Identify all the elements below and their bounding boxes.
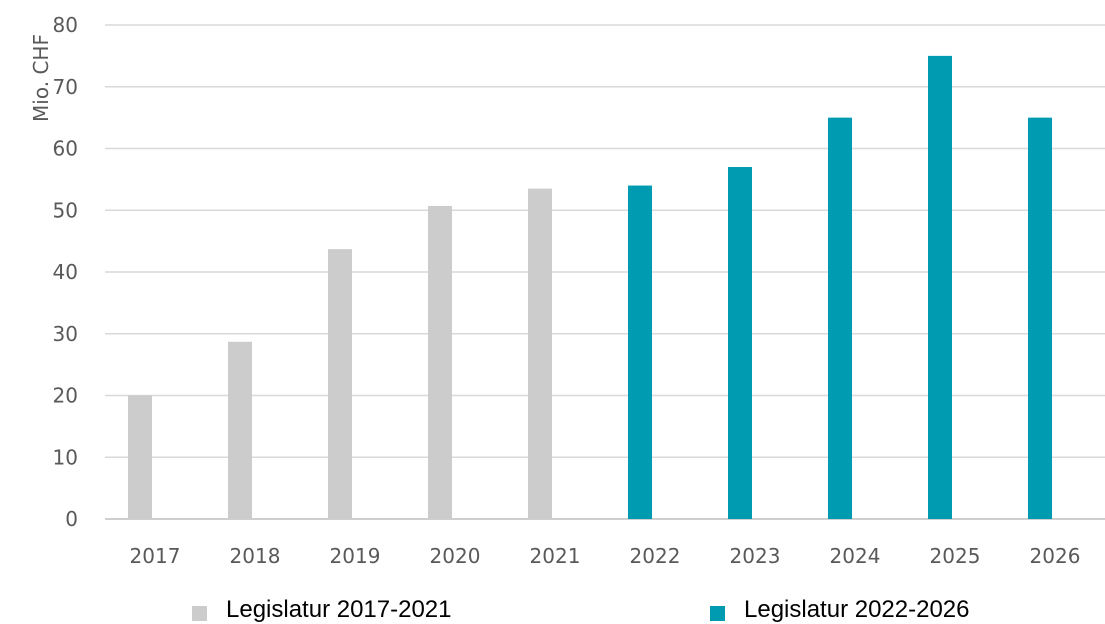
- x-axis-ticks: 2017 2018 2019 2020 2021 2022 2023 2024 2025 2026: [130, 544, 1081, 568]
- legend-label-1: Legislatur 2017-2021: [226, 596, 452, 623]
- bar-2017: [128, 395, 152, 519]
- bar-2025: [928, 55, 952, 519]
- legend-swatch-1: [192, 605, 207, 621]
- x-tick-label: 2022: [630, 544, 681, 568]
- gridlines: [105, 24, 1105, 520]
- x-tick-label: 2025: [930, 544, 981, 568]
- bar-2020: [428, 205, 452, 520]
- legend-item-2: Legislatur 2022-2026: [710, 596, 970, 624]
- x-tick-label: 2021: [530, 544, 581, 568]
- y-tick-label: 70: [53, 75, 78, 99]
- bar-2022: [628, 185, 652, 520]
- x-tick-label: 2019: [330, 544, 381, 568]
- y-tick-label: 20: [53, 384, 78, 408]
- y-tick-label: 30: [53, 322, 78, 346]
- bar-2024: [828, 117, 852, 519]
- x-tick-label: 2026: [1030, 544, 1081, 568]
- bar-2018: [228, 341, 252, 519]
- legend-item-1: Legislatur 2017-2021: [192, 596, 452, 624]
- y-tick-label: 10: [53, 445, 78, 469]
- x-tick-label: 2024: [830, 544, 881, 568]
- x-tick-label: 2018: [230, 544, 281, 568]
- y-tick-label: 0: [65, 507, 78, 531]
- bar-2023: [728, 167, 752, 519]
- bars: [128, 55, 1052, 520]
- legend-label-2: Legislatur 2022-2026: [744, 596, 970, 623]
- x-tick-label: 2023: [730, 544, 781, 568]
- bar-2019: [328, 249, 352, 519]
- bar-2026: [1028, 117, 1052, 519]
- y-tick-label: 40: [53, 260, 78, 284]
- legend-swatch-2: [710, 605, 725, 621]
- y-tick-label: 60: [53, 137, 78, 161]
- x-tick-label: 2020: [430, 544, 481, 568]
- y-tick-label: 80: [53, 13, 78, 37]
- y-axis-label: Mio. CHF: [29, 34, 53, 122]
- x-tick-label: 2017: [130, 544, 181, 568]
- y-axis-ticks: 0 10 20 30 40 50 60 70 80: [53, 13, 78, 531]
- bar-2021: [528, 188, 552, 519]
- y-tick-label: 50: [53, 198, 78, 222]
